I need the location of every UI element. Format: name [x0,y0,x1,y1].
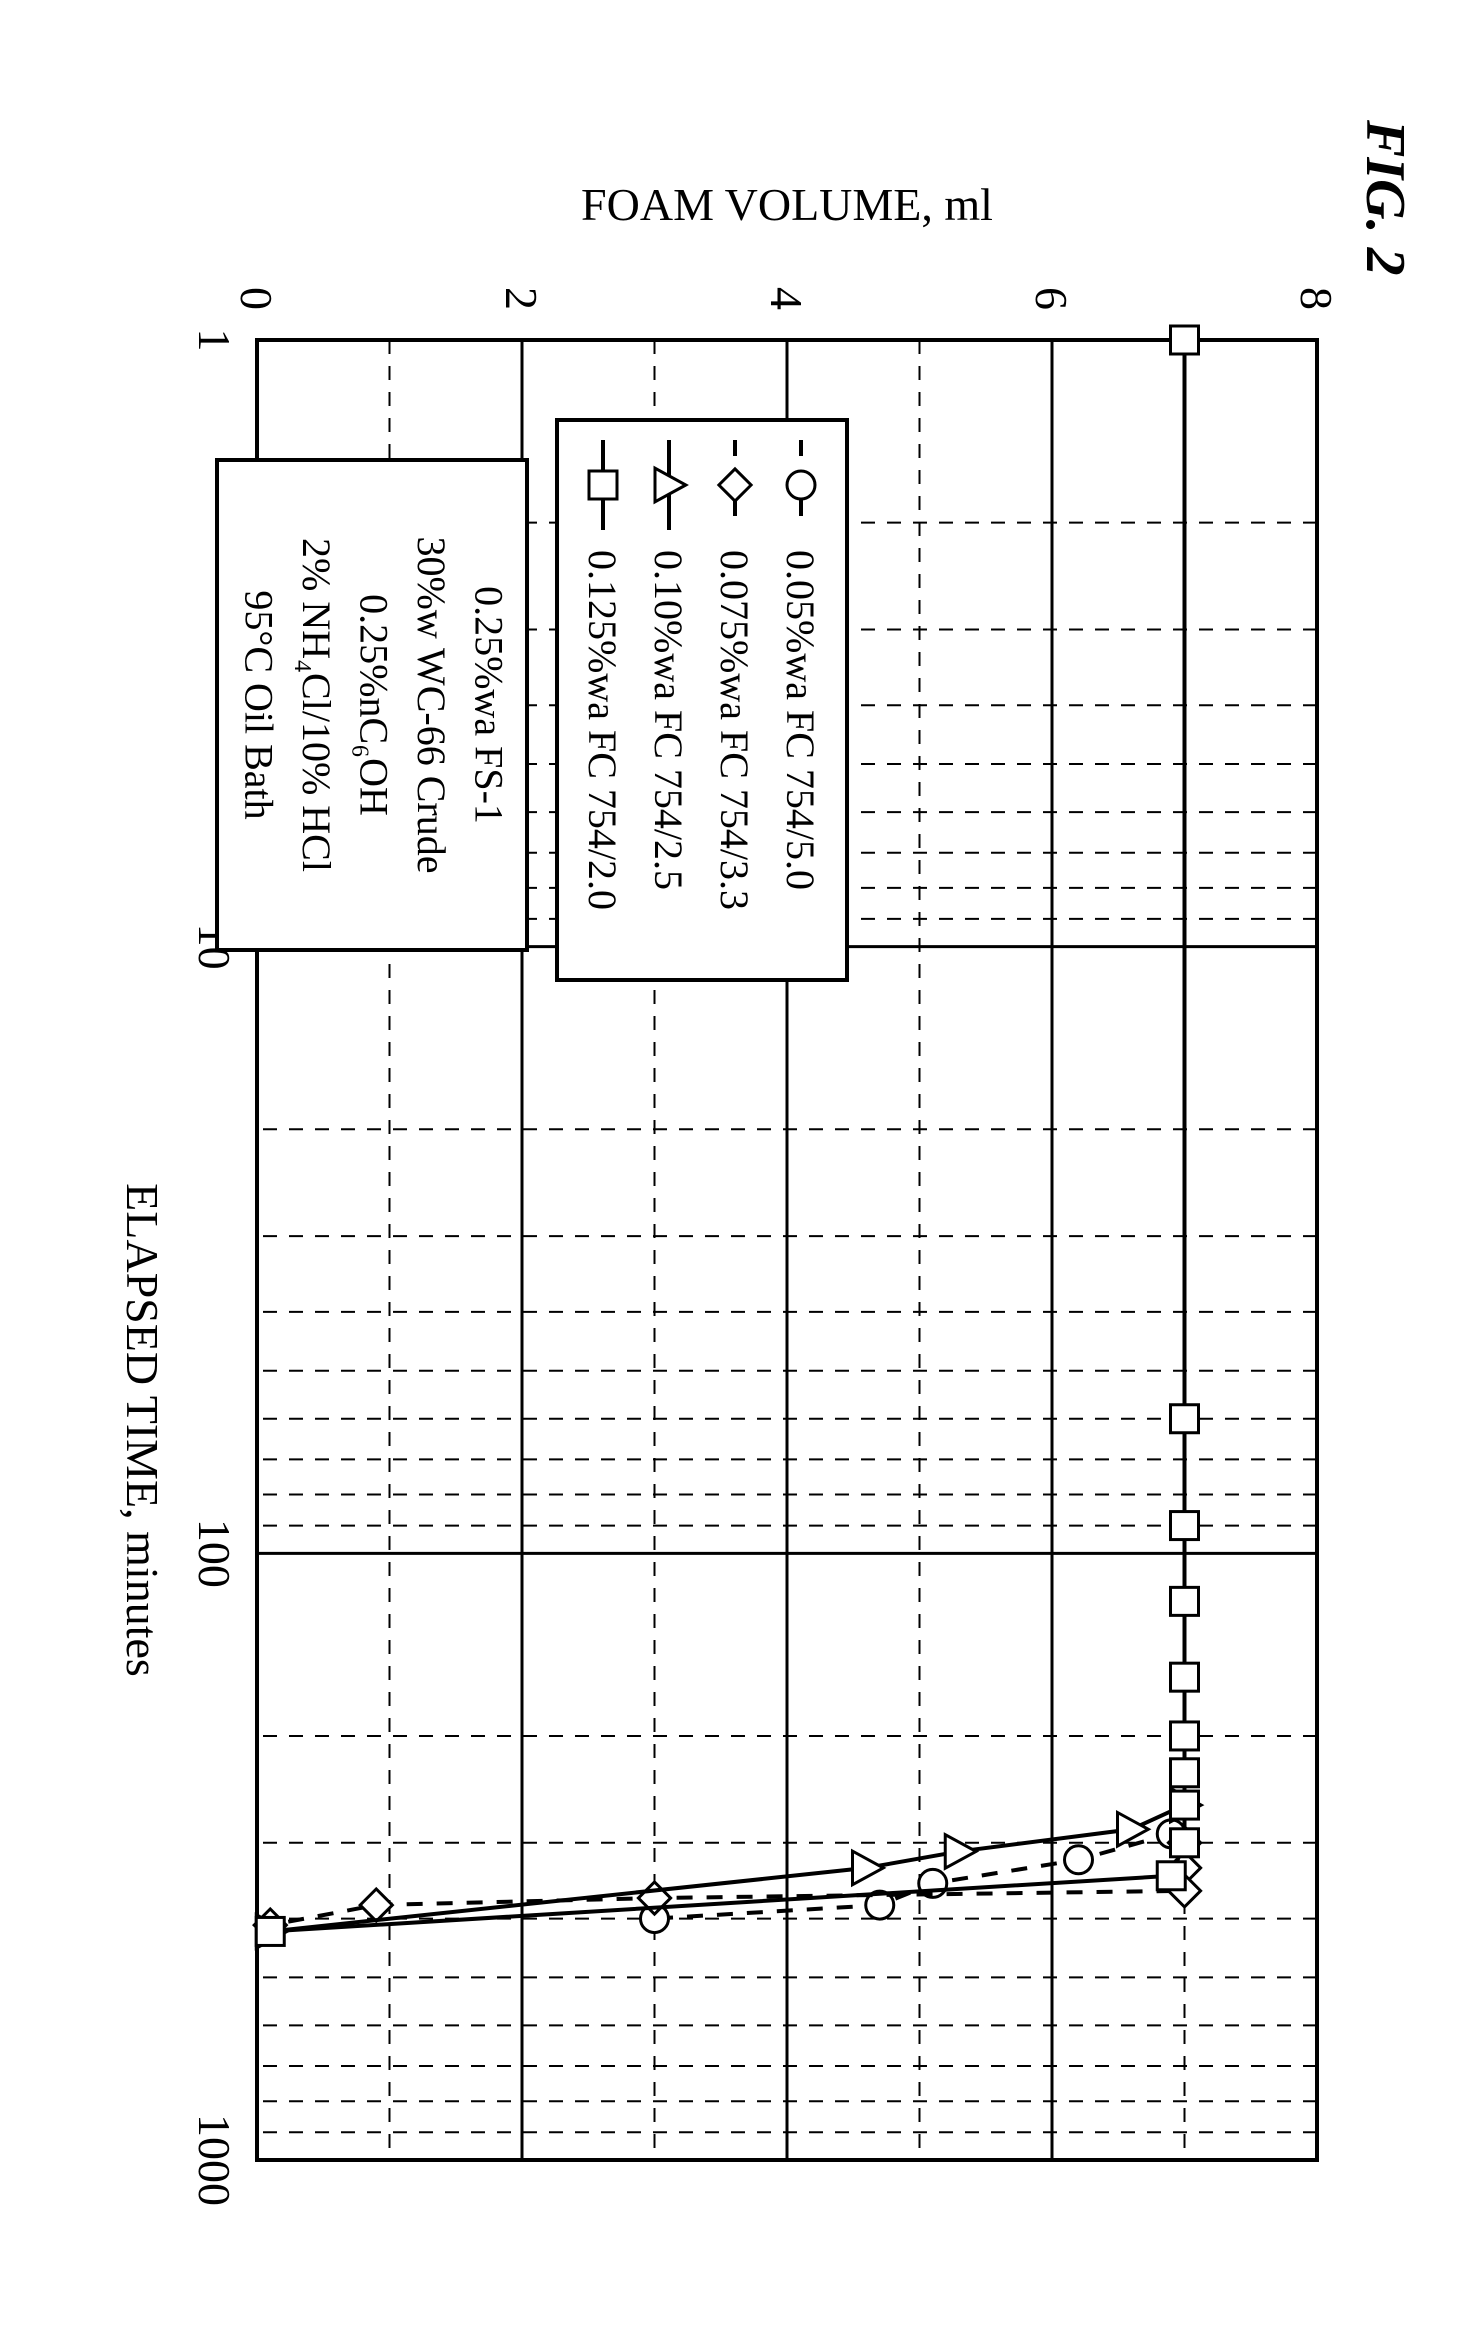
svg-text:95°C Oil Bath: 95°C Oil Bath [237,590,282,819]
svg-text:1: 1 [189,329,240,352]
svg-text:100: 100 [189,1519,240,1588]
svg-text:0.10%wa FC 754/2.5: 0.10%wa FC 754/2.5 [646,550,691,890]
svg-text:0.25%nC₆OH: 0.25%nC₆OH [352,594,397,816]
svg-text:0.25%wa FS-1: 0.25%wa FS-1 [466,586,511,824]
svg-text:ELAPSED TIME, minutes: ELAPSED TIME, minutes [117,1183,168,1677]
svg-text:0.075%wa FC 754/3.3: 0.075%wa FC 754/3.3 [712,550,757,910]
svg-text:0: 0 [231,287,282,310]
svg-text:8: 8 [1291,287,1342,310]
legend-series: 0.05%wa FC 754/5.0 0.075%wa FC 754/3.3 0.1… [557,420,847,980]
page: FIG. 2 110100100002468ELAPSED TIME, minu… [0,0,1477,2346]
svg-text:30%w WC-66 Crude: 30%w WC-66 Crude [409,537,454,874]
svg-text:2% NH₄Cl/10% HCl: 2% NH₄Cl/10% HCl [294,538,339,872]
svg-text:4: 4 [761,287,812,310]
svg-text:0.05%wa FC 754/5.0: 0.05%wa FC 754/5.0 [778,550,823,890]
figure-title: FIG. 2 [1353,120,1417,276]
svg-text:1000: 1000 [189,2114,240,2206]
foam-volume-chart: 110100100002468ELAPSED TIME, minutesFOAM… [0,0,1477,2346]
svg-text:2: 2 [496,287,547,310]
svg-text:6: 6 [1026,287,1077,310]
svg-text:0.125%wa FC 754/2.0: 0.125%wa FC 754/2.0 [580,550,625,910]
landscape-canvas: FIG. 2 110100100002468ELAPSED TIME, minu… [0,0,1477,2346]
legend-conditions: 0.25%wa FS-1 30%w WC-66 Crude 0.25%nC₆OH 2%… [217,460,527,950]
svg-text:FOAM VOLUME, ml: FOAM VOLUME, ml [581,179,993,230]
